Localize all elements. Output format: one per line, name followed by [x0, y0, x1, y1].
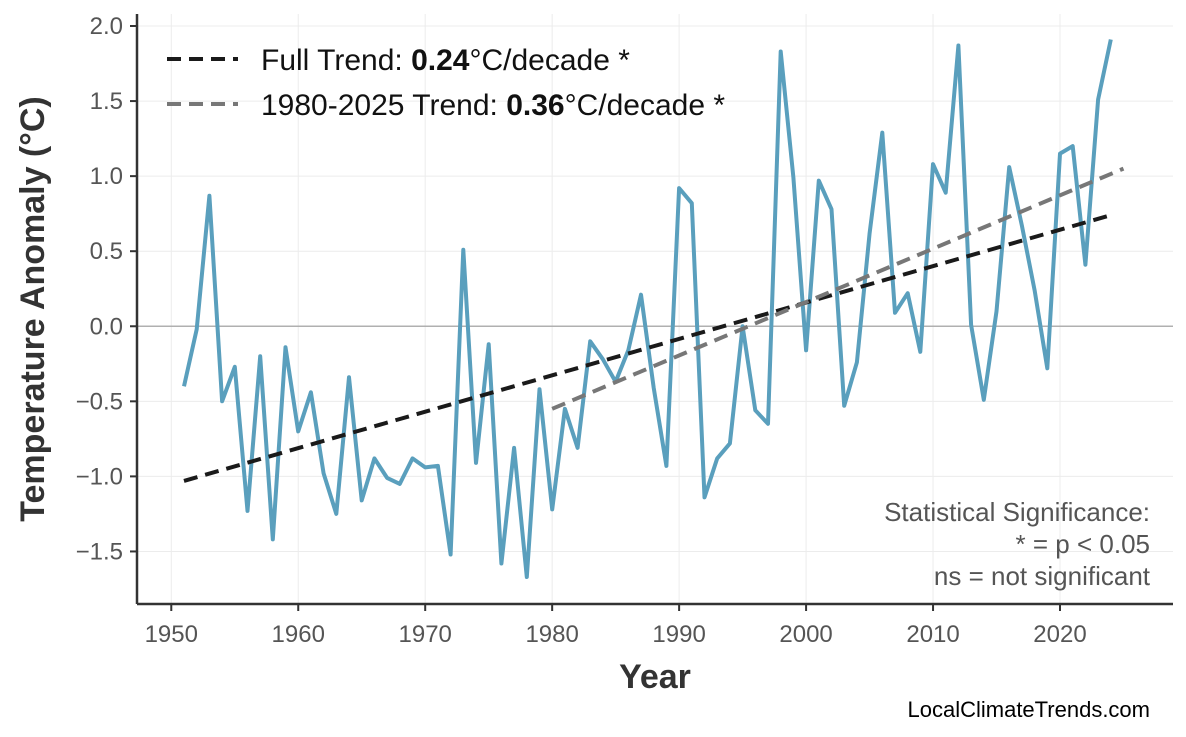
- y-tick-label-2: 2.0: [90, 13, 123, 40]
- tick-labels: 1950 1960 1970 1980 1990 2000 2010 2020 −1.5 −1.0…: [76, 13, 1087, 648]
- x-tick-label-2010: 2010: [906, 621, 959, 648]
- legend-label-full-trend-value: 0.24: [411, 44, 470, 77]
- significance-note-ns: ns = not significant: [934, 561, 1151, 591]
- x-tick-label-1990: 1990: [652, 621, 705, 648]
- legend-label-recent-trend-suffix: °C/decade *: [565, 89, 726, 122]
- significance-note-threshold: * = p < 0.05: [1016, 529, 1150, 559]
- y-tick-label-1.5: 1.5: [90, 88, 123, 115]
- significance-note-title: Statistical Significance:: [884, 497, 1150, 527]
- legend: Full Trend: 0.24°C/decade * 1980-2025 Tr…: [167, 44, 725, 122]
- legend-label-recent-trend-value: 0.36: [506, 89, 564, 122]
- legend-label-recent-trend: 1980-2025 Trend: 0.36°C/decade *: [261, 89, 725, 122]
- significance-note: Statistical Significance: * = p < 0.05 n…: [884, 497, 1151, 591]
- x-tick-label-2000: 2000: [779, 621, 832, 648]
- x-tick-label-1980: 1980: [525, 621, 578, 648]
- y-tick-label-1: 1.0: [90, 163, 123, 190]
- y-tick-label--1: −1.0: [76, 463, 123, 490]
- x-tick-label-1970: 1970: [399, 621, 452, 648]
- y-tick-label--0.5: −0.5: [76, 388, 123, 415]
- x-axis-title: Year: [619, 658, 691, 696]
- y-tick-label--1.5: −1.5: [76, 538, 123, 565]
- data-series: [182, 39, 1113, 579]
- trend-lines: [183, 166, 1125, 483]
- legend-label-full-trend: Full Trend: 0.24°C/decade *: [261, 44, 630, 77]
- y-axis-title: Temperature Anomaly (°C): [14, 96, 52, 521]
- recent-trend-line: [551, 166, 1125, 411]
- y-tick-label-0.5: 0.5: [90, 238, 123, 265]
- legend-label-full-trend-suffix: °C/decade *: [469, 44, 630, 77]
- source-credit: LocalClimateTrends.com: [908, 697, 1151, 722]
- legend-label-recent-trend-prefix: 1980-2025 Trend:: [261, 89, 506, 122]
- x-tick-label-2020: 2020: [1033, 621, 1086, 648]
- axes: [135, 14, 1173, 606]
- legend-label-full-trend-prefix: Full Trend:: [261, 44, 411, 77]
- temperature-series-line-0: [182, 39, 1113, 579]
- x-tick-label-1950: 1950: [145, 621, 198, 648]
- x-tick-label-1960: 1960: [272, 621, 325, 648]
- full-trend-line: [183, 213, 1112, 483]
- y-tick-label-0: 0.0: [90, 313, 123, 340]
